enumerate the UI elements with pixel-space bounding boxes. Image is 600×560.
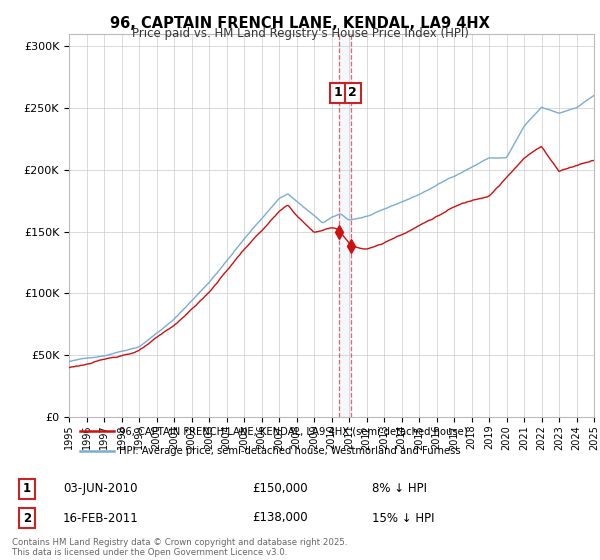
Text: 03-JUN-2010: 03-JUN-2010 [63, 482, 137, 496]
Text: 8% ↓ HPI: 8% ↓ HPI [372, 482, 427, 496]
Text: £138,000: £138,000 [252, 511, 308, 525]
Text: £150,000: £150,000 [252, 482, 308, 496]
Text: 96, CAPTAIN FRENCH LANE, KENDAL, LA9 4HX (semi-detached house): 96, CAPTAIN FRENCH LANE, KENDAL, LA9 4HX… [119, 426, 467, 436]
Text: 1: 1 [23, 482, 31, 496]
Text: 2: 2 [349, 86, 357, 100]
Bar [339, 34, 351, 417]
Text: Price paid vs. HM Land Registry's House Price Index (HPI): Price paid vs. HM Land Registry's House … [131, 27, 469, 40]
Text: Contains HM Land Registry data © Crown copyright and database right 2025.
This d: Contains HM Land Registry data © Crown c… [12, 538, 347, 557]
Text: 1: 1 [334, 86, 343, 100]
Text: HPI: Average price, semi-detached house, Westmorland and Furness: HPI: Average price, semi-detached house,… [119, 446, 461, 456]
Text: 96, CAPTAIN FRENCH LANE, KENDAL, LA9 4HX: 96, CAPTAIN FRENCH LANE, KENDAL, LA9 4HX [110, 16, 490, 31]
Text: 2: 2 [23, 511, 31, 525]
Text: 16-FEB-2011: 16-FEB-2011 [63, 511, 139, 525]
Text: 15% ↓ HPI: 15% ↓ HPI [372, 511, 434, 525]
